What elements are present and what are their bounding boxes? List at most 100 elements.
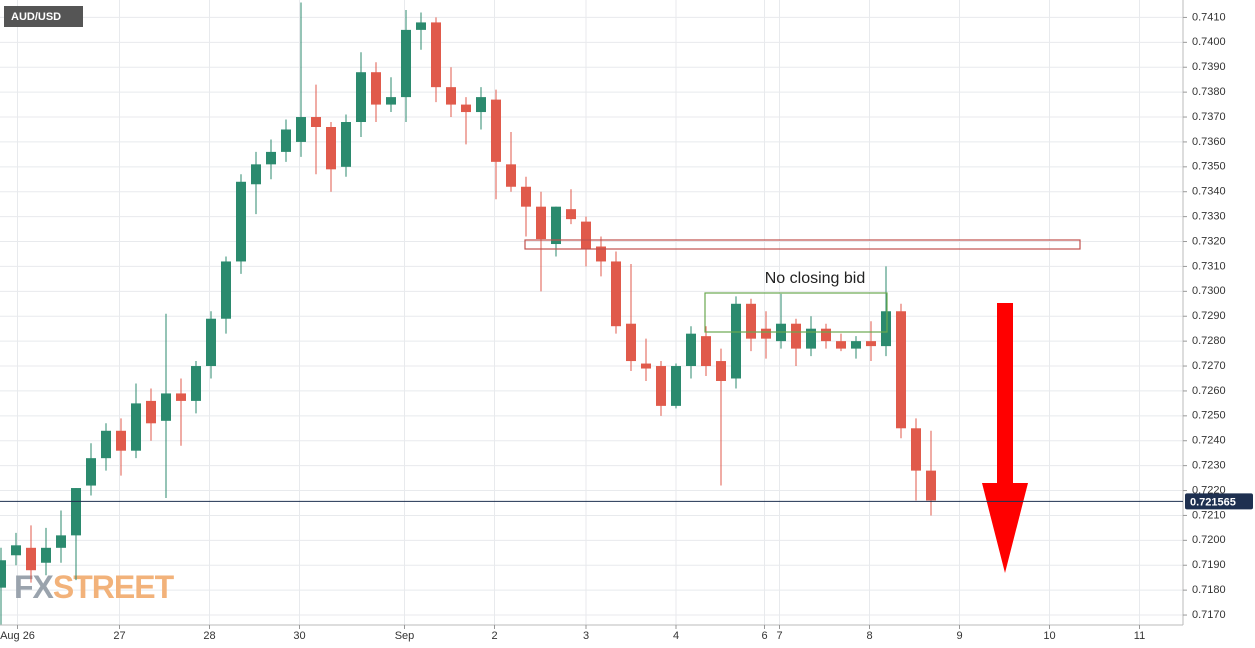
candle-body (551, 206, 561, 245)
candle-body (461, 104, 471, 113)
y-tick-label: 0.7340 (1192, 186, 1226, 198)
candle-body (161, 393, 171, 421)
down-arrow (982, 303, 1028, 573)
candle-body (416, 22, 426, 30)
x-tick-label: 7 (776, 630, 782, 642)
candle-body (11, 545, 21, 556)
y-tick-label: 0.7190 (1192, 559, 1226, 571)
y-tick-label: 0.7350 (1192, 161, 1226, 173)
candle-body (881, 311, 891, 347)
candle-body (221, 261, 231, 319)
candle-body (821, 328, 831, 342)
candle-body (26, 547, 36, 571)
last-price-label: 0.721565 (1190, 496, 1236, 508)
x-tick-label: 11 (1134, 630, 1145, 642)
y-tick-label: 0.7370 (1192, 111, 1226, 123)
candle-body (146, 400, 156, 424)
candle-body (701, 336, 711, 367)
candle-body (791, 323, 801, 349)
watermark-fx: FX (14, 569, 55, 605)
candle-body (236, 181, 246, 262)
candle-body (566, 209, 576, 220)
candle-body (41, 547, 51, 563)
chart-title: AUD/USD (11, 11, 61, 23)
x-tick-label: 6 (761, 630, 767, 642)
x-tick-label: 2 (491, 630, 497, 642)
candle-body (446, 87, 456, 105)
axes: 0.71700.71800.71900.72000.72100.72200.72… (0, 11, 1253, 642)
candles (0, 2, 936, 625)
x-tick-label: Aug 26 (0, 630, 35, 642)
candle-body (356, 72, 366, 123)
x-tick-label: 4 (673, 630, 679, 642)
y-tick-label: 0.7240 (1192, 435, 1226, 447)
candle-body (731, 303, 741, 379)
candle-body (116, 430, 126, 451)
candle-body (71, 488, 81, 536)
last-price-badge (1185, 493, 1253, 510)
candle-body (761, 328, 771, 339)
candle-body (671, 366, 681, 406)
y-tick-label: 0.7210 (1192, 509, 1226, 521)
y-tick-label: 0.7200 (1192, 534, 1226, 546)
watermark-street: STREET (53, 569, 175, 605)
candle-body (866, 341, 876, 347)
candle-body (191, 366, 201, 401)
y-tick-label: 0.7290 (1192, 310, 1226, 322)
candle-body (386, 97, 396, 105)
candle-body (836, 341, 846, 349)
x-tick-label: Sep (395, 630, 415, 642)
candle-body (911, 428, 921, 471)
candle-body (851, 341, 861, 349)
candle-body (431, 22, 441, 88)
candle-body (296, 117, 306, 142)
candle-body (131, 403, 141, 451)
candle-body (281, 129, 291, 152)
x-tick-label: 8 (866, 630, 872, 642)
candle-body (536, 206, 546, 240)
watermark: FXSTREET (14, 569, 175, 605)
y-tick-label: 0.7360 (1192, 136, 1226, 148)
candle-body (401, 29, 411, 98)
candle-body (101, 430, 111, 459)
candle-body (641, 363, 651, 369)
y-tick-label: 0.7230 (1192, 460, 1226, 472)
y-tick-label: 0.7330 (1192, 211, 1226, 223)
candle-body (311, 117, 321, 127)
x-tick-label: 3 (583, 630, 589, 642)
candle-body (581, 221, 591, 250)
candle-body (476, 97, 486, 113)
y-tick-label: 0.7400 (1192, 36, 1226, 48)
y-tick-label: 0.7410 (1192, 11, 1226, 23)
candle-body (86, 458, 96, 486)
y-tick-label: 0.7390 (1192, 61, 1226, 73)
y-tick-label: 0.7280 (1192, 335, 1226, 347)
candle-body (926, 470, 936, 501)
range-box (704, 292, 888, 333)
candle-body (656, 366, 666, 406)
candle-body (611, 261, 621, 327)
candle-body (596, 246, 606, 262)
candle-body (266, 151, 276, 165)
candle-body (371, 72, 381, 105)
x-tick-label: 10 (1043, 630, 1055, 642)
candle-body (686, 333, 696, 367)
y-tick-label: 0.7170 (1192, 609, 1226, 621)
candle-body (206, 318, 216, 367)
candle-body (746, 303, 756, 339)
grid (0, 0, 1183, 625)
y-tick-label: 0.7250 (1192, 410, 1226, 422)
candle-body (491, 99, 501, 162)
candle-body (626, 323, 636, 362)
x-tick-label: 27 (113, 630, 125, 642)
y-tick-label: 0.7300 (1192, 285, 1226, 297)
x-tick-label: 9 (956, 630, 962, 642)
candle-body (176, 393, 186, 401)
candle-body (56, 535, 66, 548)
candle-body (896, 311, 906, 429)
candle-body (506, 164, 516, 187)
candle-body (521, 186, 531, 207)
candle-body (806, 328, 816, 349)
y-tick-label: 0.7270 (1192, 360, 1226, 372)
